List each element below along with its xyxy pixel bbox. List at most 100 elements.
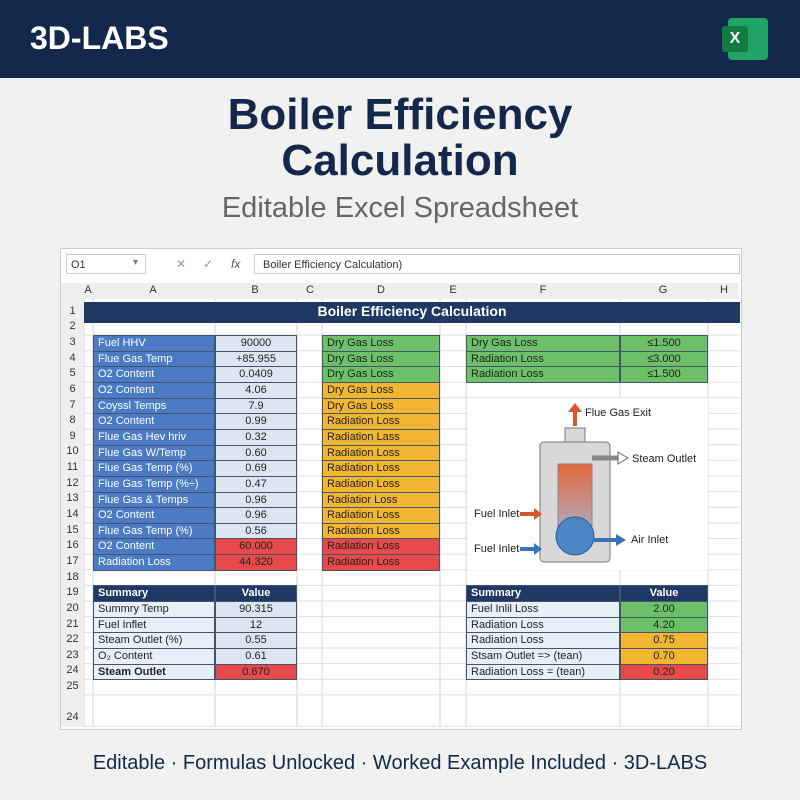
row-header: 24: [66, 711, 79, 724]
row-header: 25: [66, 680, 79, 693]
cell: 0.70: [620, 647, 708, 665]
cell: 0.20: [620, 663, 708, 681]
row-header: 17: [66, 554, 79, 567]
cell: 0.32: [215, 429, 297, 446]
cell: Radiatior Loss: [322, 491, 440, 509]
row-header: 18: [66, 570, 79, 583]
cell: Value: [620, 585, 708, 603]
cell: Coyssl Temps: [93, 397, 215, 415]
cell: +85.955: [215, 350, 297, 368]
dropdown-icon[interactable]: ▾: [133, 257, 139, 268]
cell: ≤1.500: [620, 366, 708, 384]
row-header: 7: [69, 398, 76, 411]
row-header: 20: [66, 601, 79, 614]
column-header: E: [449, 284, 457, 296]
cell: 12: [215, 616, 297, 634]
diagram-label: Flue Gas Exit: [585, 407, 651, 419]
cell: 90000: [215, 335, 297, 352]
row-header: 11: [66, 461, 79, 474]
subtitle: Editable Excel Spreadsheet: [221, 192, 579, 224]
cell: Dry Gas Loss: [322, 366, 440, 384]
row-header: 24: [66, 664, 79, 677]
cell: 44.320: [215, 554, 297, 571]
boiler-diagram: Flue Gas Exit Steam Outlet Fuel Inlet Fu…: [468, 398, 708, 570]
row-header: 1: [69, 304, 76, 317]
row-header: 4: [69, 351, 76, 364]
cell: Radiation Loss: [322, 460, 440, 477]
cell: Radiation Loss: [322, 538, 440, 556]
cell: Flue Gas Hev hriv: [93, 429, 215, 446]
column-header: A: [84, 284, 92, 296]
top-bar: [0, 0, 800, 78]
diagram-label: Steam Outlet: [632, 453, 696, 465]
name-box[interactable]: O1: [66, 254, 146, 274]
cell: Radiation Loss: [466, 366, 620, 384]
cell: 0.96: [215, 491, 297, 509]
cancel-icon[interactable]: ✕: [176, 257, 187, 271]
cell: Stsam Outlet => (tean): [466, 647, 620, 665]
column-header: G: [658, 284, 668, 296]
cell: Radiation Loss: [322, 444, 440, 462]
column-header: D: [377, 284, 385, 296]
cell: 0.55: [215, 632, 297, 649]
cell: Summary: [93, 585, 215, 603]
cell: Radiation Loss: [322, 522, 440, 540]
enter-icon[interactable]: ✓: [203, 257, 214, 271]
cell: Fuel Inlil Loss: [466, 601, 620, 618]
cell: Fuel HHV: [93, 335, 215, 352]
row-header: 21: [66, 617, 79, 630]
cell: Summary: [466, 585, 620, 603]
brand: 3D-LABS: [30, 20, 169, 56]
cell: ≤1.500: [620, 335, 708, 352]
cell: 0.61: [215, 647, 297, 665]
cell: Radiation Loss: [322, 413, 440, 430]
column-header: A: [149, 284, 157, 296]
cell: 0.47: [215, 475, 297, 493]
formula-input[interactable]: Boiler Efficiency Calculation): [254, 254, 740, 274]
cell: O2 Content: [93, 413, 215, 430]
cell: 4.06: [215, 382, 297, 399]
row-header: 8: [69, 414, 76, 427]
cell: Dry Gas Loss: [322, 382, 440, 399]
row-header: 19: [66, 586, 79, 599]
cell: 2.00: [620, 601, 708, 618]
cell: 90.315: [215, 601, 297, 618]
row-header: 15: [66, 523, 79, 536]
cell: 7.9: [215, 397, 297, 415]
cell: Dry Gas Loss: [322, 397, 440, 415]
column-header: F: [539, 284, 547, 296]
fx-icon[interactable]: fx: [231, 257, 241, 271]
cell: Radiation Loss: [322, 475, 440, 493]
diagram-label: Fuel Inlet: [474, 508, 519, 520]
cell: Summry Temp: [93, 601, 215, 618]
cell: O₂ Content: [93, 647, 215, 665]
cell: Steam Outlet: [93, 663, 215, 681]
row-header: 6: [69, 382, 76, 395]
cell: 0.69: [215, 460, 297, 477]
column-header: H: [720, 284, 728, 296]
diagram-label: Air Inlet: [631, 534, 668, 546]
cell: Flue Gas Temp (%): [93, 460, 215, 477]
column-header: C: [306, 284, 314, 296]
cell: O2 Content: [93, 382, 215, 399]
cell: 0.99: [215, 413, 297, 430]
cell: Radiation Loss: [322, 507, 440, 524]
column-header: B: [251, 284, 259, 296]
cell: 0.60: [215, 444, 297, 462]
row-header: 12: [66, 476, 79, 489]
cell: Radiation Loss: [466, 350, 620, 368]
diagram-label: Fuel Inlet: [474, 543, 519, 555]
banner: Boiler Efficiency Calculation: [84, 301, 740, 323]
cell: Flue Gas Temp (%÷): [93, 475, 215, 493]
cell: Radiation Loss: [93, 554, 215, 571]
cell: ≤3.000: [620, 350, 708, 368]
row-header: 3: [69, 335, 76, 348]
excel-icon-letter: X: [722, 26, 748, 52]
row-header: 10: [66, 445, 79, 458]
row-header: 2: [69, 320, 76, 333]
cell: O2 Content: [93, 507, 215, 524]
cell: Dry Gas Loss: [322, 335, 440, 352]
cell: Radiation Loss: [466, 632, 620, 649]
cell: 0.75: [620, 632, 708, 649]
